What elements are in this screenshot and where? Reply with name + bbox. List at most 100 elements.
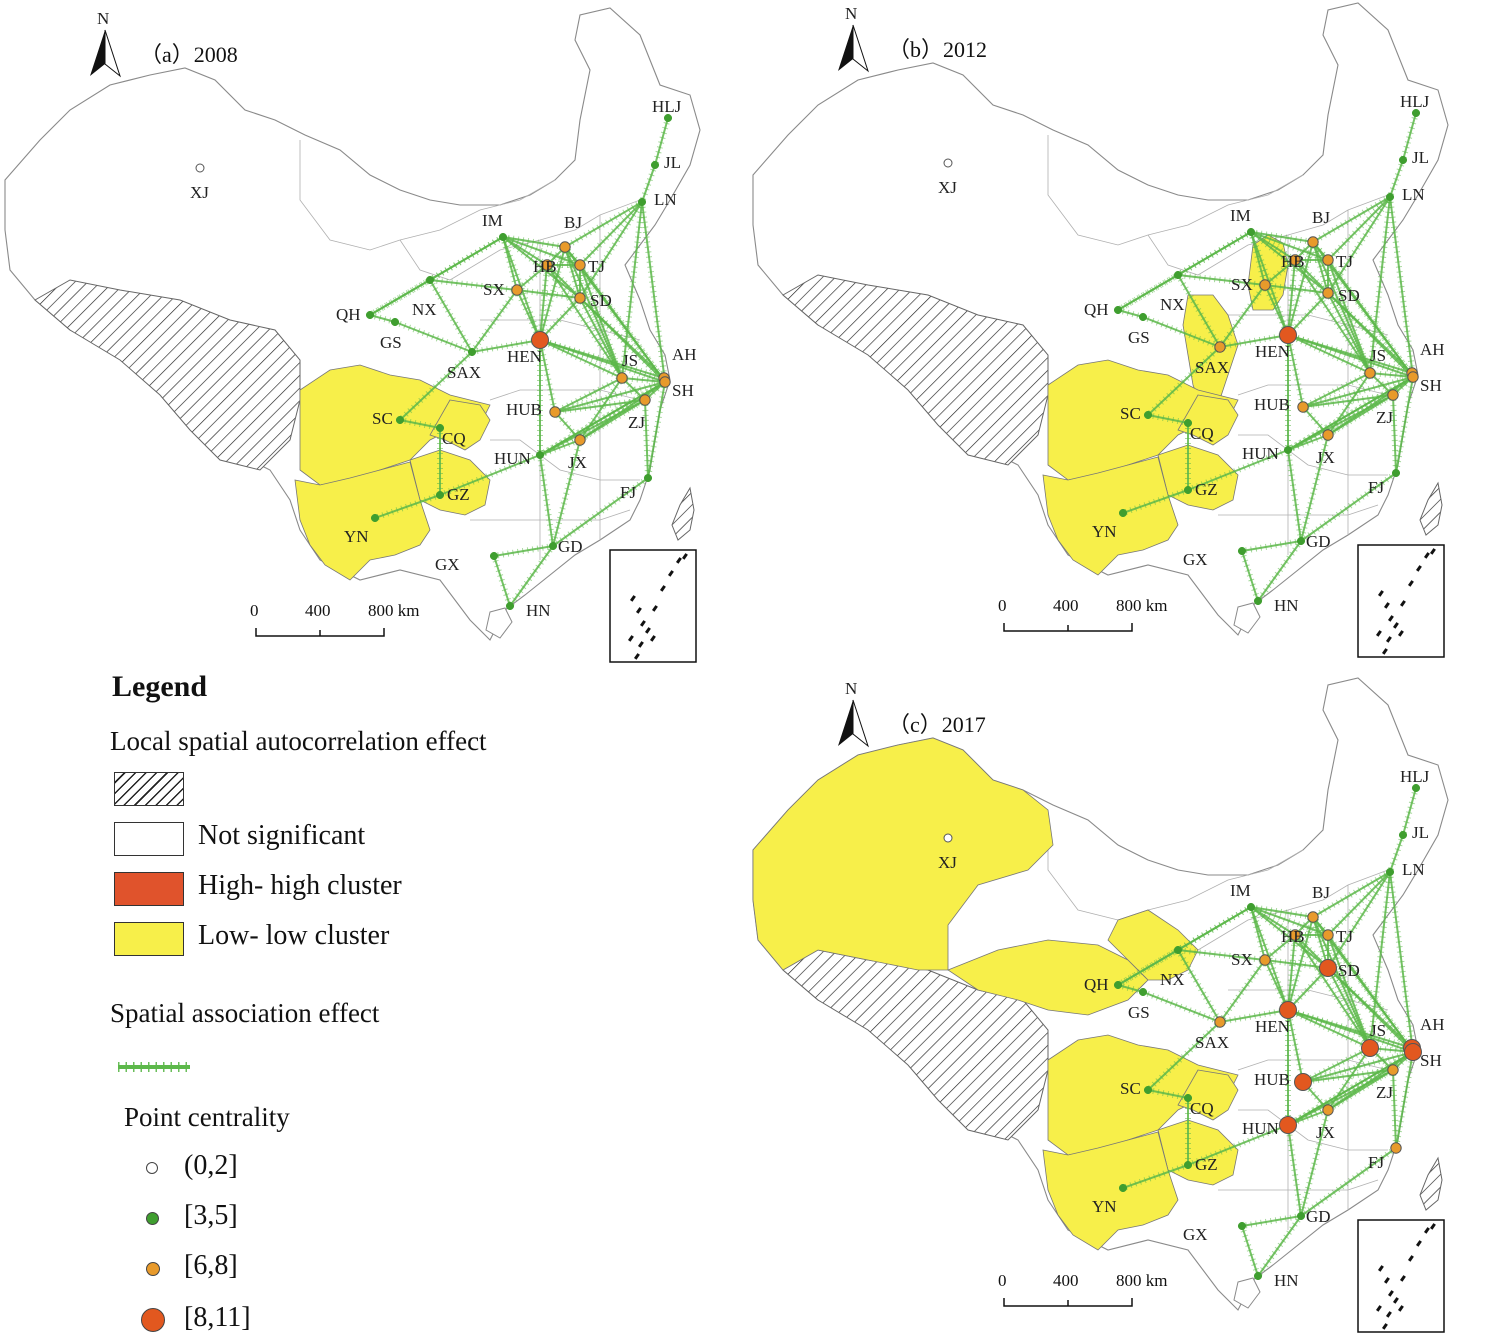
association-heading: Spatial association effect — [110, 998, 380, 1028]
label-bj: BJ — [564, 213, 582, 232]
node-gd — [548, 541, 558, 551]
node-cq — [1183, 418, 1193, 428]
label-hun: HUN — [494, 449, 531, 468]
link-gd-gx — [493, 545, 554, 557]
link-ticks — [554, 379, 666, 415]
link-ticks — [1147, 412, 1189, 426]
node-hun — [1283, 445, 1293, 455]
border-line — [399, 199, 641, 281]
node-js — [1361, 1039, 1379, 1057]
node-im — [1246, 227, 1256, 237]
label-sd: SD — [1338, 961, 1360, 980]
label-jl: JL — [664, 153, 681, 172]
link-gz-yn — [1122, 1164, 1189, 1189]
label-hn: HN — [1274, 1271, 1299, 1290]
legend-label-low-low: Low- low cluster — [198, 920, 390, 951]
label-xj: XJ — [190, 183, 209, 202]
node-yn — [1118, 508, 1128, 518]
label-yn: YN — [1092, 1197, 1117, 1216]
lowlow-region-cq — [429, 399, 491, 451]
node-fj — [643, 473, 653, 483]
link-gd-gx — [1241, 540, 1302, 552]
link-hb-sx — [1264, 259, 1296, 286]
node-gz — [1183, 485, 1193, 495]
node-xj — [195, 163, 205, 173]
label-hb: HB — [1281, 927, 1305, 946]
inset-island — [1383, 1277, 1390, 1284]
inset-island — [1386, 1311, 1392, 1318]
label-im: IM — [1230, 206, 1251, 225]
link-ticks — [538, 379, 667, 458]
link-bj-sd — [1312, 241, 1329, 294]
label-hn: HN — [526, 601, 551, 620]
node-hen — [1279, 1001, 1297, 1019]
label-fj: FJ — [620, 483, 636, 502]
link-gx-hn — [1241, 550, 1259, 602]
link-qh-nx — [1117, 949, 1179, 986]
link-jx-gd — [552, 439, 581, 547]
label-gz: GZ — [1195, 480, 1218, 499]
label-cq: CQ — [1190, 424, 1214, 443]
label-zj: ZJ — [1376, 408, 1393, 427]
link-ticks — [537, 246, 568, 341]
scale-line — [255, 628, 385, 637]
node-gx — [1237, 546, 1247, 556]
label-hb: HB — [1281, 252, 1305, 271]
link-sx-sax — [1219, 284, 1266, 348]
link-ticks — [537, 454, 556, 547]
link-gs-sax — [1142, 316, 1221, 348]
legend-label-3-5: [3,5] — [184, 1200, 238, 1231]
label-ln: LN — [1402, 860, 1425, 879]
link-ticks — [1264, 282, 1329, 296]
inset-island — [1416, 1240, 1422, 1247]
inset-island — [1376, 630, 1382, 637]
link-ln-js — [1369, 871, 1391, 1049]
legend-dot-6-8 — [146, 1262, 160, 1276]
north-arrow: N — [838, 679, 869, 748]
label-gx: GX — [1183, 1225, 1208, 1244]
south-china-sea-inset — [1357, 1219, 1445, 1333]
inset-island — [1376, 1305, 1382, 1312]
link-ticks — [1286, 1107, 1330, 1128]
border-line — [1238, 1109, 1388, 1151]
border-line — [490, 439, 640, 481]
node-gs — [390, 317, 400, 327]
label-sx: SX — [1231, 950, 1253, 969]
node-fj — [1390, 1142, 1402, 1154]
node-gs — [1138, 987, 1148, 997]
association-links — [1116, 112, 1419, 603]
inset-island — [1430, 1223, 1436, 1230]
link-ticks — [1390, 394, 1399, 474]
label-jl: JL — [1412, 148, 1429, 167]
lowlow-region-cq — [1177, 394, 1239, 446]
node-fj — [1391, 468, 1401, 478]
node-sc — [1143, 1085, 1153, 1095]
centrality-heading: Point centrality — [124, 1102, 290, 1132]
node-qh — [1113, 305, 1123, 315]
link-ln-tj — [1327, 196, 1391, 261]
link-qh-gs — [1117, 984, 1144, 993]
inset-island — [1382, 648, 1388, 655]
node-jx — [1322, 1104, 1334, 1116]
label-sh: SH — [1420, 1051, 1442, 1070]
link-gz-yn — [374, 494, 441, 519]
inset-island — [1378, 590, 1384, 597]
link-ticks — [501, 234, 582, 268]
label-cq: CQ — [1190, 1099, 1214, 1118]
label-qh: QH — [336, 305, 361, 324]
scale-line — [1003, 623, 1133, 632]
link-ln-tj — [579, 201, 643, 266]
label-gx: GX — [435, 555, 460, 574]
inset-island — [1393, 1297, 1399, 1304]
link-ticks — [538, 437, 582, 458]
link-nx-sax — [1177, 949, 1221, 1023]
link-hen-ah — [539, 339, 665, 379]
link-gz-hun — [439, 454, 541, 496]
node-hlj — [663, 113, 673, 123]
node-zj — [1387, 1064, 1399, 1076]
map-panel-2012: XJ HLJ JL LN IM BJ TJ HB SX SD QH NX GS SAX HEN JS AH SH H… — [752, 2, 1449, 658]
node-xj — [943, 833, 953, 843]
inset-frame — [1357, 544, 1445, 658]
region-hainan — [1233, 1277, 1261, 1309]
label-hlj: HLJ — [1400, 767, 1430, 786]
